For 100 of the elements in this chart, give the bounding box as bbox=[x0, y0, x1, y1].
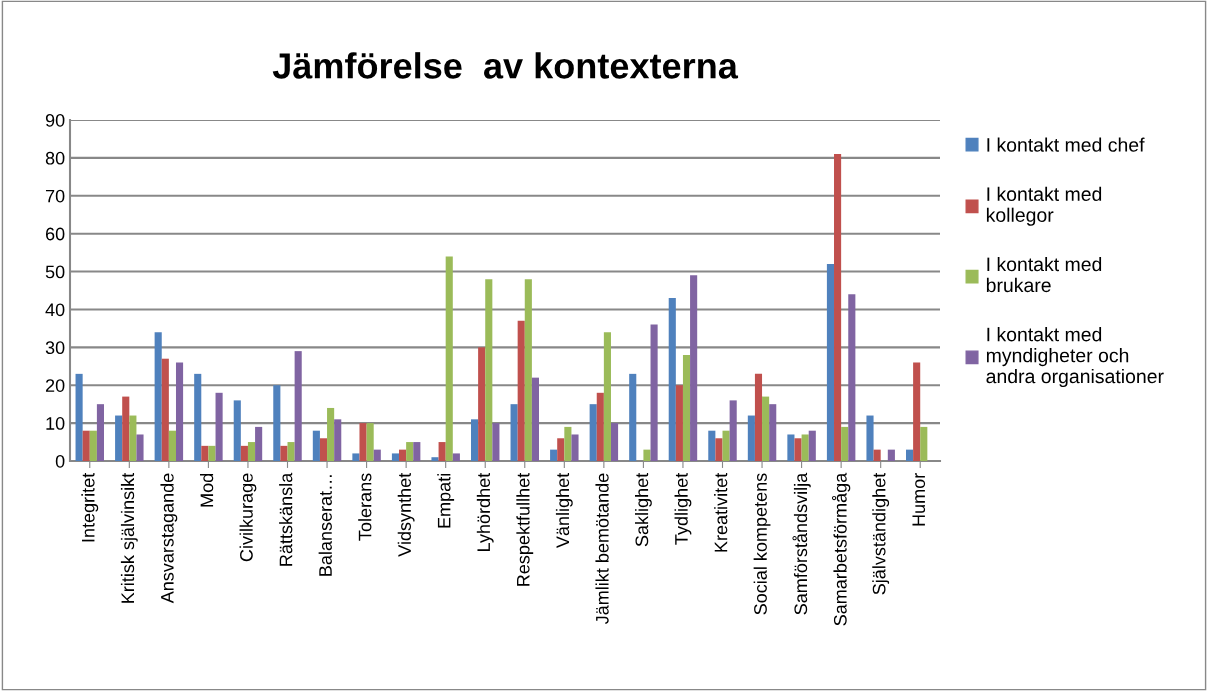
bar bbox=[334, 419, 342, 461]
bar bbox=[913, 362, 921, 461]
bar bbox=[715, 438, 723, 461]
bar bbox=[115, 415, 123, 461]
bar bbox=[438, 442, 446, 461]
bar bbox=[75, 373, 83, 461]
bar bbox=[517, 320, 525, 461]
y-tick-label: 10 bbox=[46, 417, 65, 430]
y-tick-label: 0 bbox=[55, 454, 65, 468]
bar bbox=[848, 294, 856, 461]
bar bbox=[255, 426, 263, 461]
x-tick-label: Tolerans bbox=[358, 473, 372, 541]
bar bbox=[478, 347, 486, 461]
bar bbox=[769, 404, 777, 461]
bar bbox=[208, 445, 216, 461]
y-tick-label: 30 bbox=[45, 341, 65, 355]
bar bbox=[96, 404, 105, 461]
bar bbox=[531, 377, 540, 461]
x-tick-label: Jämlikt bemötande bbox=[595, 473, 609, 625]
bar bbox=[564, 426, 572, 461]
x-tick-label: Mod bbox=[199, 473, 214, 507]
bar bbox=[359, 423, 367, 461]
bar bbox=[273, 385, 281, 461]
bar bbox=[754, 373, 763, 461]
x-tick-label: Integritet bbox=[81, 472, 99, 542]
y-tick-label: 90 bbox=[45, 113, 65, 127]
bar bbox=[841, 426, 849, 461]
bar bbox=[905, 449, 914, 461]
y-tick-label: 60 bbox=[45, 227, 65, 241]
x-tick-label: Samförståndsvilja bbox=[792, 472, 811, 615]
bar bbox=[399, 449, 407, 461]
x-tick-label: Lyhördhet bbox=[476, 472, 494, 551]
chart-title: Jämförelse av kontexterna bbox=[272, 52, 739, 79]
bar bbox=[747, 415, 755, 461]
legend-label: I kontakt med brukare bbox=[986, 256, 1102, 293]
bar bbox=[168, 430, 176, 461]
bar bbox=[524, 279, 532, 461]
bar bbox=[808, 430, 816, 461]
bar bbox=[826, 263, 835, 461]
bar bbox=[161, 358, 169, 461]
bar bbox=[492, 423, 500, 461]
x-tick-label: Ansvarstagande bbox=[160, 473, 178, 604]
bar bbox=[729, 400, 737, 461]
bar bbox=[82, 430, 90, 461]
bar bbox=[233, 400, 241, 461]
bar bbox=[247, 442, 256, 461]
bar bbox=[787, 434, 795, 461]
bar bbox=[668, 298, 676, 461]
bar bbox=[873, 449, 881, 461]
x-tick-label: Rättskänsla bbox=[279, 472, 293, 566]
x-tick-label: Vidsynthet bbox=[397, 472, 415, 557]
x-tick-label: Kritisk självinsikt bbox=[120, 472, 138, 603]
bar bbox=[294, 351, 302, 461]
bar bbox=[682, 354, 691, 461]
bar bbox=[603, 332, 611, 461]
y-tick-label: 40 bbox=[45, 303, 65, 317]
bar bbox=[629, 373, 637, 461]
bar bbox=[366, 423, 374, 461]
bar bbox=[834, 154, 842, 461]
x-tick-label: Självständighet bbox=[872, 472, 890, 595]
legend-label: I kontakt med chef bbox=[987, 137, 1145, 152]
bar bbox=[708, 430, 716, 461]
bar bbox=[801, 434, 809, 461]
y-tick-label: 50 bbox=[45, 265, 65, 279]
bar bbox=[431, 457, 439, 461]
x-tick-label: Kreativitet bbox=[714, 472, 728, 552]
bar bbox=[920, 426, 928, 461]
bar bbox=[129, 415, 137, 461]
bar bbox=[675, 385, 683, 461]
bar bbox=[445, 256, 453, 461]
x-tick-label: Empati bbox=[437, 474, 455, 528]
bar bbox=[391, 453, 400, 461]
bar bbox=[571, 434, 579, 461]
bar bbox=[690, 275, 698, 461]
y-tick-label: 20 bbox=[45, 379, 65, 392]
x-tick-label: Respektfullhet bbox=[516, 472, 534, 586]
bar bbox=[470, 419, 479, 461]
bar bbox=[794, 438, 802, 461]
bar bbox=[215, 392, 223, 461]
legend-label: I kontakt med kollegor bbox=[986, 186, 1102, 226]
bar bbox=[201, 445, 209, 461]
bar bbox=[89, 430, 97, 461]
x-tick-label: Saklighet bbox=[634, 472, 652, 547]
bar bbox=[643, 449, 651, 461]
bar bbox=[722, 430, 730, 461]
bar bbox=[866, 415, 874, 461]
bar bbox=[413, 442, 421, 461]
bar bbox=[510, 404, 518, 461]
bar bbox=[887, 449, 895, 461]
x-tick-label: Civilkurage bbox=[239, 473, 257, 562]
y-tick-label: 70 bbox=[45, 189, 65, 203]
bar bbox=[122, 396, 130, 461]
y-tick-label: 80 bbox=[45, 151, 65, 165]
bar bbox=[406, 442, 414, 461]
legend-label: I kontakt med myndigheter och andra organisationer bbox=[986, 327, 1164, 388]
bar bbox=[319, 438, 328, 461]
bar bbox=[154, 332, 162, 461]
bar bbox=[280, 445, 288, 461]
x-tick-label: Social kompetens bbox=[753, 473, 771, 615]
bar bbox=[557, 438, 565, 461]
